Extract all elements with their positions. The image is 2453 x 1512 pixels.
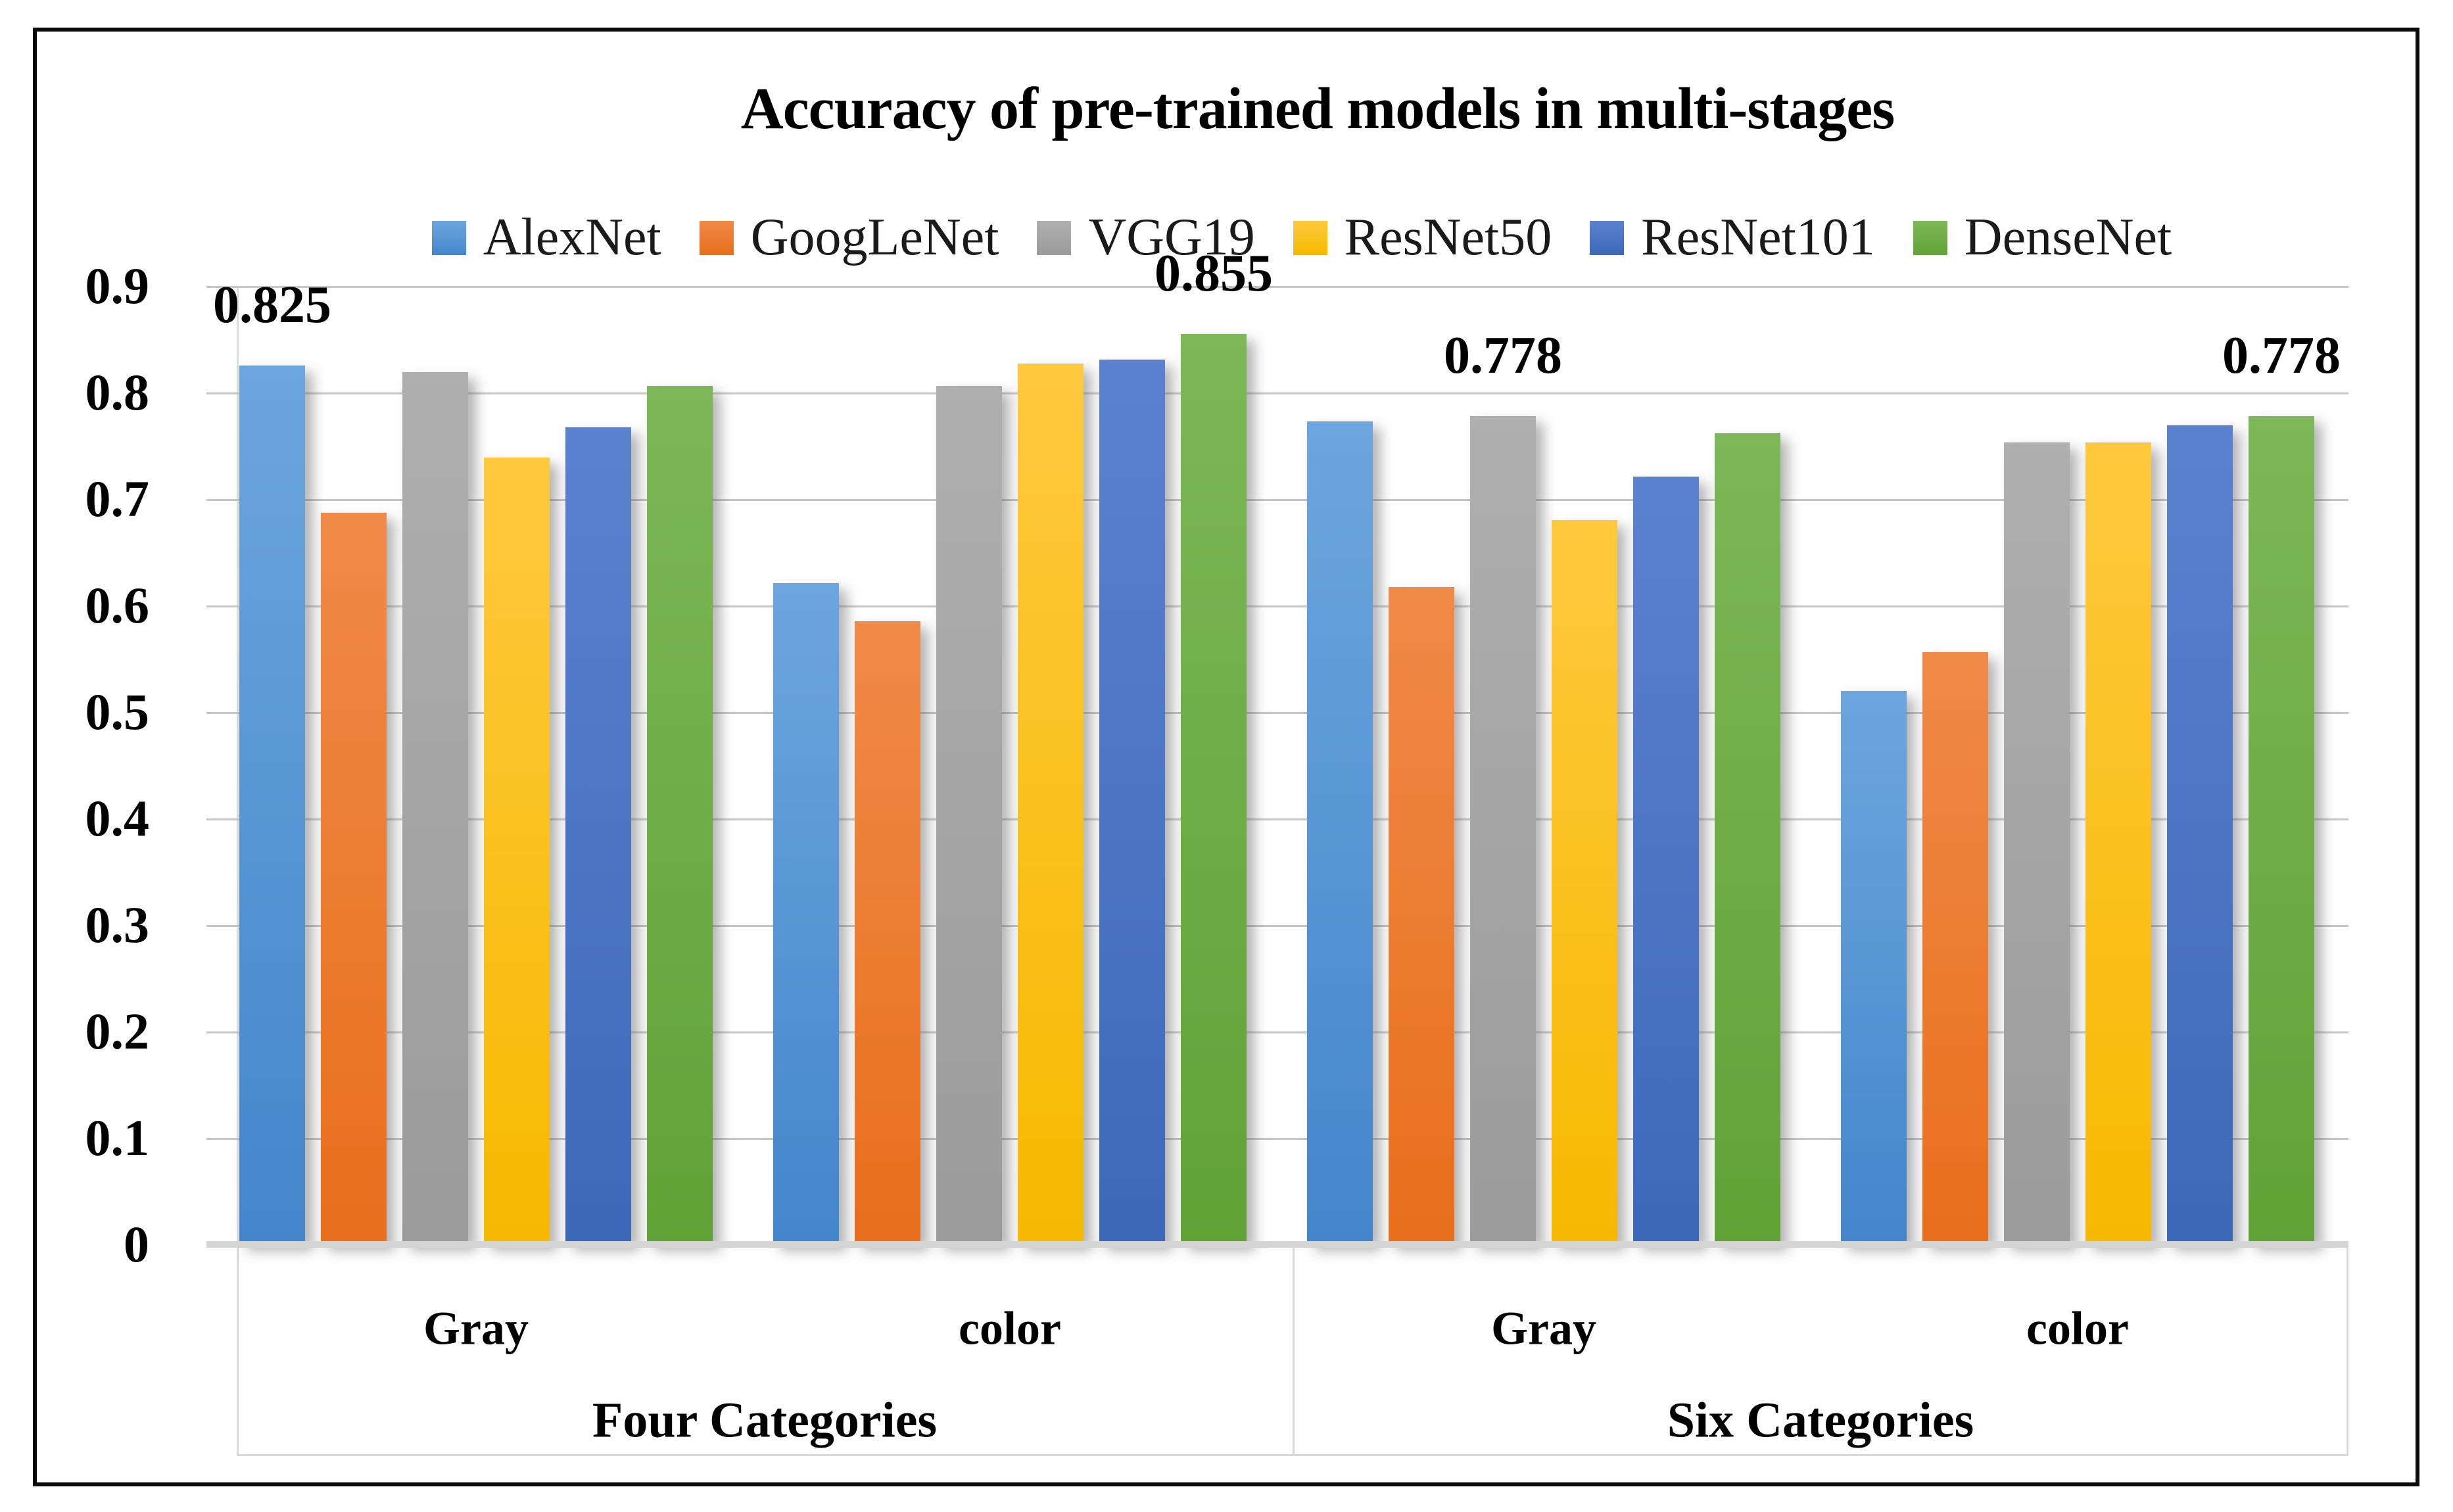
y-axis: 0.9 0.8 0.7 0.6 0.5 0.4 0.3 0.2 0.1 0 bbox=[37, 257, 150, 1273]
legend-item-vgg19: VGG19 bbox=[1037, 208, 1255, 268]
gridline-0.4 bbox=[206, 818, 2348, 820]
legend-swatch-icon-resnet101 bbox=[1590, 220, 1625, 255]
legend-swatch-icon-googlenet bbox=[699, 220, 734, 255]
bar-group-four-categories-color bbox=[773, 286, 1247, 1244]
bar-alexnet-four-categories-color bbox=[773, 583, 839, 1244]
data-label-0.778: 0.778 bbox=[2222, 327, 2341, 385]
chart-title: Accuracy of pre-trained models in multi-… bbox=[740, 76, 1895, 141]
gridline-0.7 bbox=[206, 499, 2348, 501]
bar-resnet101-four-categories-color bbox=[1099, 360, 1165, 1244]
bar-googlenet-six-categories-color bbox=[1922, 652, 1988, 1244]
gridline-0.6 bbox=[206, 605, 2348, 607]
y-tick-label-0.6: 0.6 bbox=[85, 577, 150, 634]
bar-group-six-categories-gray bbox=[1307, 286, 1780, 1244]
y-tick-label-0.5: 0.5 bbox=[85, 683, 150, 740]
bar-resnet50-six-categories-color bbox=[2085, 442, 2151, 1244]
bar-alexnet-four-categories-gray bbox=[239, 366, 305, 1244]
bar-googlenet-six-categories-gray bbox=[1389, 587, 1454, 1244]
gridline-0.2 bbox=[206, 1031, 2348, 1033]
bar-resnet50-four-categories-color bbox=[1018, 364, 1084, 1244]
gridline-0.3 bbox=[206, 925, 2348, 927]
category-cell-label-six-categories-color: color bbox=[2026, 1302, 2129, 1355]
bar-resnet101-six-categories-gray bbox=[1633, 477, 1699, 1244]
gridline-0.9 bbox=[206, 286, 2348, 288]
y-tick-label-0.7: 0.7 bbox=[85, 470, 150, 527]
bar-densenet-four-categories-gray bbox=[647, 386, 713, 1244]
bar-vgg19-six-categories-color bbox=[2004, 442, 2070, 1244]
category-cell-label-six-categories-gray: Gray bbox=[1491, 1302, 1596, 1355]
bar-alexnet-six-categories-color bbox=[1841, 691, 1907, 1244]
bar-group-six-categories-color bbox=[1841, 286, 2314, 1244]
bar-densenet-six-categories-gray bbox=[1715, 433, 1780, 1244]
legend: AlexNet GoogLeNet VGG19 ResNet50 ResNet101 De… bbox=[37, 208, 2416, 268]
category-cell-label-four-categories-gray: Gray bbox=[423, 1302, 529, 1355]
section-label-six-categories: Six Categories bbox=[1667, 1392, 1974, 1448]
y-tick-label-0.4: 0.4 bbox=[85, 790, 150, 847]
gridline-0.1 bbox=[206, 1138, 2348, 1140]
gridline-0.8 bbox=[206, 392, 2348, 394]
category-cell-label-four-categories-color: color bbox=[959, 1302, 1061, 1355]
bar-googlenet-four-categories-gray bbox=[321, 513, 387, 1244]
y-tick-label-0.9: 0.9 bbox=[85, 257, 150, 314]
y-tick-label-0.1: 0.1 bbox=[85, 1109, 150, 1166]
legend-item-resnet50: ResNet50 bbox=[1293, 208, 1552, 268]
legend-label: ResNet101 bbox=[1641, 208, 1875, 266]
legend-swatch-icon-resnet50 bbox=[1293, 220, 1327, 255]
bar-densenet-four-categories-color bbox=[1181, 334, 1247, 1244]
bar-group-four-categories-gray bbox=[239, 286, 713, 1244]
gridline-0.5 bbox=[206, 712, 2348, 714]
legend-label: GoogLeNet bbox=[750, 208, 999, 266]
data-label-0.825: 0.825 bbox=[213, 276, 331, 334]
bar-resnet50-six-categories-gray bbox=[1552, 520, 1617, 1244]
x-axis-line bbox=[206, 1241, 2348, 1248]
bar-vgg19-four-categories-gray bbox=[402, 372, 468, 1244]
bar-resnet101-four-categories-gray bbox=[565, 427, 631, 1244]
data-label-0.778: 0.778 bbox=[1444, 327, 1562, 385]
section-divider-0 bbox=[237, 1244, 239, 1454]
section-divider-2 bbox=[2346, 1244, 2348, 1454]
section-label-four-categories: Four Categories bbox=[592, 1392, 938, 1448]
y-tick-label-0.8: 0.8 bbox=[85, 364, 150, 421]
legend-label: DenseNet bbox=[1964, 208, 2172, 266]
y-axis-line bbox=[237, 286, 239, 1244]
legend-label: VGG19 bbox=[1088, 208, 1255, 266]
bar-vgg19-six-categories-gray bbox=[1470, 416, 1536, 1244]
bar-resnet50-four-categories-gray bbox=[484, 458, 550, 1244]
bar-densenet-six-categories-color bbox=[2249, 416, 2314, 1244]
bar-googlenet-four-categories-color bbox=[855, 621, 920, 1244]
y-tick-label-0: 0 bbox=[124, 1216, 149, 1273]
legend-item-alexnet: AlexNet bbox=[431, 208, 661, 268]
section-divider-1 bbox=[1293, 1244, 1295, 1454]
legend-item-googlenet: GoogLeNet bbox=[699, 208, 999, 268]
bar-resnet101-six-categories-color bbox=[2167, 425, 2233, 1244]
bar-vgg19-four-categories-color bbox=[936, 386, 1002, 1244]
y-tick-label-0.3: 0.3 bbox=[85, 896, 150, 953]
legend-item-densenet: DenseNet bbox=[1913, 208, 2172, 268]
legend-swatch-icon-vgg19 bbox=[1037, 220, 1072, 255]
bar-alexnet-six-categories-gray bbox=[1307, 421, 1373, 1244]
legend-swatch-icon-alexnet bbox=[431, 220, 466, 255]
figure-border: Accuracy of pre-trained models in multi-… bbox=[33, 28, 2419, 1486]
category-axis: Gray color Gray color Four Categories Six Cat… bbox=[237, 1244, 2348, 1456]
legend-swatch-icon-densenet bbox=[1913, 220, 1947, 255]
y-tick-label-0.2: 0.2 bbox=[85, 1003, 150, 1060]
legend-item-resnet101: ResNet101 bbox=[1590, 208, 1875, 268]
legend-label: AlexNet bbox=[483, 208, 661, 266]
data-label-0.855: 0.855 bbox=[1155, 245, 1273, 302]
plot-area: 0.825 0.855 0.778 0.778 bbox=[206, 245, 2348, 1248]
legend-label: ResNet50 bbox=[1344, 208, 1552, 266]
